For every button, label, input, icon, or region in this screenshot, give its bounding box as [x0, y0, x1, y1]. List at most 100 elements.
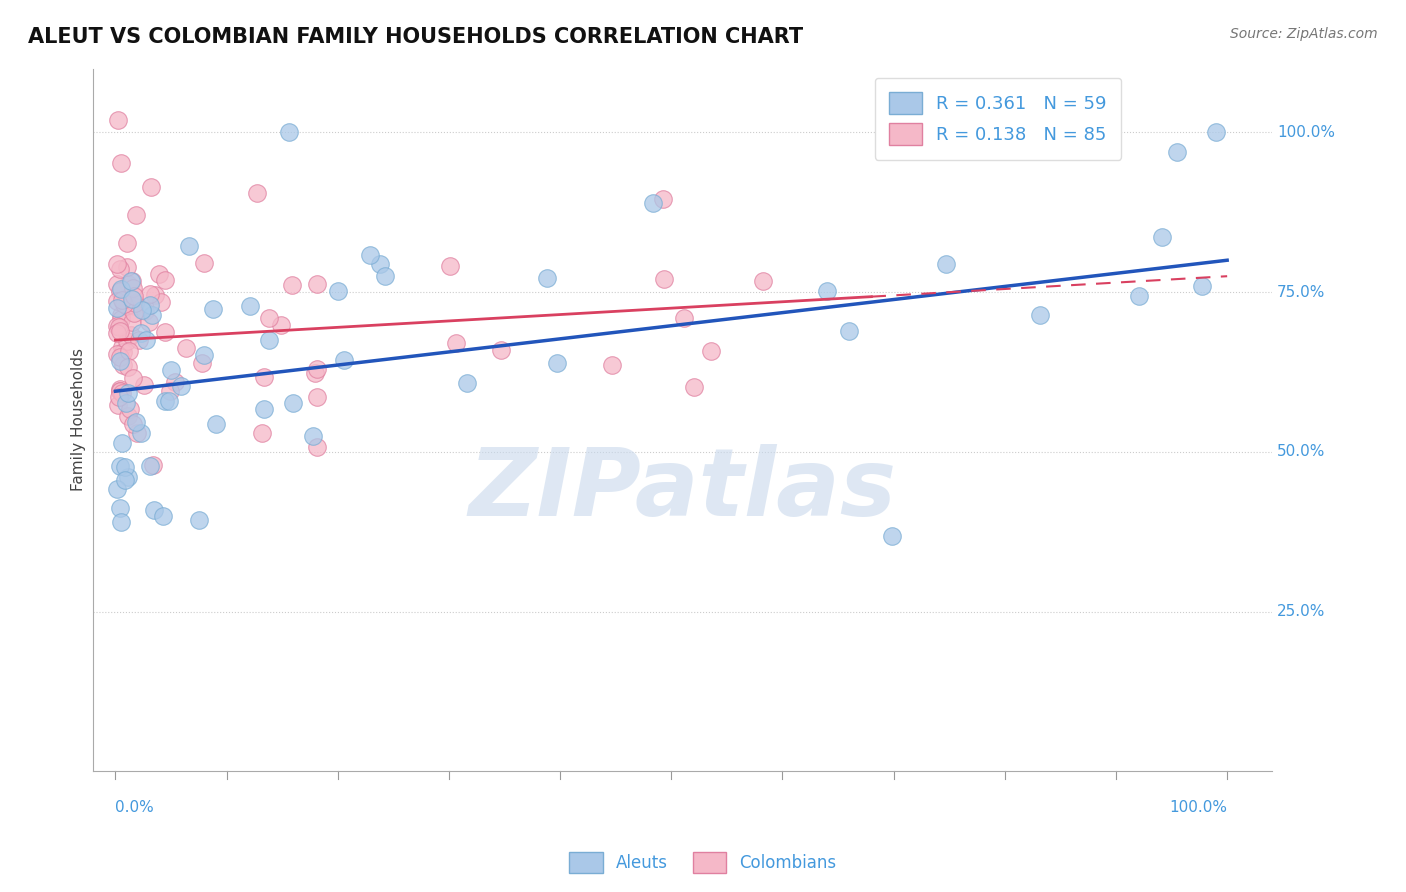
Point	[108, 325, 131, 339]
Point	[110, 282, 132, 296]
Point	[122, 280, 145, 294]
Point	[246, 186, 269, 201]
Point	[257, 310, 280, 325]
Point	[107, 390, 129, 404]
Point	[177, 239, 200, 253]
Text: 100.0%: 100.0%	[1170, 800, 1227, 815]
Point	[129, 426, 152, 441]
Point	[307, 277, 329, 291]
Point	[138, 298, 160, 312]
Point	[153, 393, 176, 408]
Point	[838, 324, 860, 338]
Point	[159, 384, 181, 399]
Point	[201, 302, 224, 317]
Point	[281, 278, 304, 293]
Point	[122, 371, 145, 385]
Point	[111, 345, 134, 359]
Point	[132, 378, 155, 392]
Point	[138, 314, 160, 328]
Point	[107, 398, 129, 412]
Text: 100.0%: 100.0%	[1277, 125, 1336, 140]
Point	[456, 376, 478, 390]
Point	[134, 304, 156, 318]
Point	[359, 248, 381, 262]
Point	[368, 257, 391, 271]
Point	[815, 284, 838, 298]
Point	[105, 347, 128, 361]
Point	[170, 379, 193, 393]
Point	[111, 436, 134, 450]
Point	[135, 333, 157, 347]
Text: ZIPatlas: ZIPatlas	[468, 444, 897, 536]
Point	[114, 396, 136, 410]
Point	[117, 409, 139, 423]
Point	[652, 272, 675, 286]
Point	[108, 500, 131, 515]
Point	[1205, 125, 1227, 139]
Point	[305, 362, 328, 376]
Point	[439, 259, 461, 273]
Point	[150, 294, 173, 309]
Point	[108, 354, 131, 368]
Point	[257, 333, 280, 347]
Point	[446, 335, 468, 350]
Point	[128, 334, 150, 348]
Point	[139, 286, 162, 301]
Point	[105, 301, 128, 315]
Point	[112, 296, 135, 310]
Point	[110, 516, 132, 530]
Point	[117, 260, 139, 275]
Point	[142, 458, 165, 472]
Point	[107, 257, 129, 271]
Text: 50.0%: 50.0%	[1277, 444, 1326, 459]
Point	[124, 296, 146, 310]
Point	[117, 386, 139, 401]
Legend: R = 0.361   N = 59, R = 0.138   N = 85: R = 0.361 N = 59, R = 0.138 N = 85	[875, 78, 1121, 160]
Point	[108, 320, 131, 334]
Point	[108, 384, 131, 398]
Point	[110, 350, 132, 364]
Point	[110, 382, 132, 396]
Point	[333, 353, 356, 368]
Point	[191, 356, 214, 370]
Text: 75.0%: 75.0%	[1277, 285, 1326, 300]
Point	[1128, 289, 1150, 303]
Point	[131, 303, 153, 318]
Point	[121, 292, 143, 306]
Point	[105, 293, 128, 308]
Point	[155, 325, 177, 339]
Point	[129, 326, 152, 340]
Point	[105, 326, 128, 340]
Text: Source: ZipAtlas.com: Source: ZipAtlas.com	[1230, 27, 1378, 41]
Point	[122, 288, 145, 302]
Point	[124, 208, 146, 222]
Point	[108, 262, 131, 277]
Text: 0.0%: 0.0%	[115, 800, 155, 815]
Point	[111, 340, 134, 354]
Point	[880, 529, 903, 543]
Point	[751, 274, 773, 288]
Point	[193, 348, 215, 362]
Point	[117, 470, 139, 484]
Point	[683, 380, 706, 394]
Point	[546, 356, 568, 370]
Point	[374, 269, 396, 284]
Point	[118, 344, 141, 359]
Point	[643, 196, 665, 211]
Point	[253, 402, 276, 417]
Point	[105, 482, 128, 496]
Point	[107, 112, 129, 127]
Point	[117, 360, 139, 375]
Text: 25.0%: 25.0%	[1277, 604, 1326, 619]
Point	[153, 273, 176, 287]
Point	[1150, 229, 1173, 244]
Point	[193, 256, 215, 270]
Point	[600, 358, 623, 372]
Point	[152, 509, 174, 524]
Legend: Aleuts, Colombians: Aleuts, Colombians	[562, 846, 844, 880]
Point	[127, 425, 149, 440]
Point	[304, 367, 326, 381]
Point	[141, 308, 163, 322]
Point	[252, 426, 274, 441]
Point	[110, 156, 132, 170]
